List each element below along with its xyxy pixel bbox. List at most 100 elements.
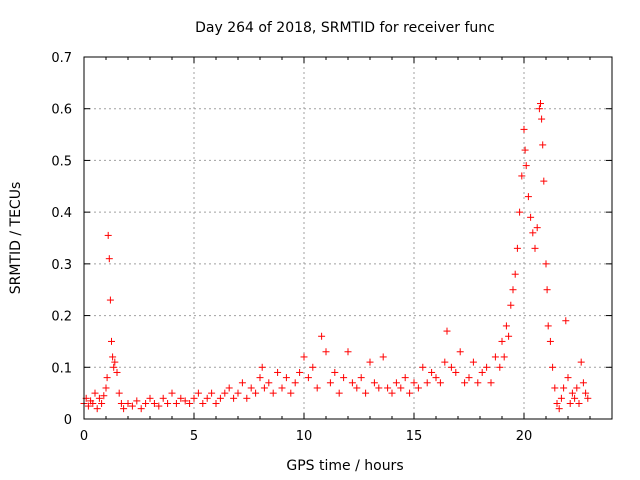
data-point bbox=[199, 399, 207, 407]
data-point bbox=[582, 389, 590, 397]
data-point bbox=[278, 384, 286, 392]
data-point bbox=[208, 389, 216, 397]
x-tick-label: 0 bbox=[80, 429, 88, 444]
data-point bbox=[194, 389, 202, 397]
data-point bbox=[443, 327, 451, 335]
data-point bbox=[447, 363, 455, 371]
data-point bbox=[549, 363, 557, 371]
y-tick-label: 0.6 bbox=[51, 103, 72, 118]
x-axis-title: GPS time / hours bbox=[286, 458, 403, 474]
data-point bbox=[313, 384, 321, 392]
data-point bbox=[234, 389, 242, 397]
data-point bbox=[243, 394, 251, 402]
data-point bbox=[575, 399, 583, 407]
data-point bbox=[274, 368, 282, 376]
data-point bbox=[212, 399, 220, 407]
data-point bbox=[406, 389, 414, 397]
data-point bbox=[557, 394, 565, 402]
data-point bbox=[546, 337, 554, 345]
data-point bbox=[507, 301, 515, 309]
data-point bbox=[436, 379, 444, 387]
data-point bbox=[513, 244, 521, 252]
data-point bbox=[256, 374, 264, 382]
data-point bbox=[102, 384, 110, 392]
y-tick-label: 0.5 bbox=[51, 154, 72, 169]
data-point bbox=[357, 374, 365, 382]
data-point bbox=[304, 374, 312, 382]
data-point bbox=[108, 337, 115, 345]
data-point bbox=[258, 363, 266, 371]
data-point bbox=[353, 384, 361, 392]
data-point bbox=[397, 384, 405, 392]
data-point bbox=[577, 358, 585, 366]
data-point bbox=[551, 384, 559, 392]
data-point bbox=[137, 405, 145, 413]
data-point bbox=[474, 379, 482, 387]
data-point bbox=[216, 394, 224, 402]
data-point bbox=[461, 379, 469, 387]
data-point bbox=[500, 353, 508, 361]
data-point bbox=[516, 208, 524, 216]
data-point bbox=[113, 368, 121, 376]
data-point bbox=[260, 384, 268, 392]
data-point bbox=[168, 389, 176, 397]
data-point bbox=[419, 363, 427, 371]
data-point bbox=[247, 384, 255, 392]
data-point bbox=[414, 384, 422, 392]
data-point bbox=[190, 394, 198, 402]
data-point bbox=[282, 374, 290, 382]
data-point bbox=[522, 162, 530, 170]
data-point bbox=[401, 374, 409, 382]
data-point bbox=[571, 394, 579, 402]
y-tick-labels: 0 0.1 0.2 0.3 0.4 0.5 0.6 0.7 bbox=[51, 51, 72, 428]
data-point bbox=[533, 224, 541, 232]
data-point bbox=[117, 399, 125, 407]
data-point bbox=[115, 389, 123, 397]
data-point bbox=[392, 379, 400, 387]
data-point bbox=[230, 394, 238, 402]
data-point bbox=[529, 229, 537, 237]
data-point bbox=[555, 405, 563, 413]
grid-lines bbox=[84, 57, 612, 419]
data-point bbox=[432, 374, 440, 382]
data-point bbox=[542, 260, 550, 268]
data-point bbox=[322, 348, 330, 356]
data-point bbox=[221, 389, 229, 397]
data-point bbox=[527, 213, 535, 221]
data-point bbox=[370, 379, 378, 387]
data-point bbox=[109, 353, 117, 361]
y-tick-label: 0 bbox=[64, 413, 72, 428]
data-point bbox=[155, 402, 163, 410]
data-point bbox=[553, 399, 561, 407]
data-point bbox=[120, 405, 128, 413]
data-point bbox=[89, 399, 97, 407]
data-point bbox=[423, 379, 431, 387]
data-point bbox=[95, 394, 103, 402]
data-point bbox=[539, 141, 547, 149]
data-point bbox=[428, 368, 436, 376]
data-point bbox=[366, 358, 374, 366]
data-point bbox=[142, 399, 150, 407]
data-point bbox=[335, 389, 343, 397]
data-point bbox=[326, 379, 334, 387]
data-point bbox=[296, 368, 304, 376]
data-point bbox=[91, 389, 99, 397]
data-point bbox=[105, 255, 113, 263]
data-point bbox=[98, 399, 106, 407]
data-point bbox=[309, 363, 317, 371]
data-point bbox=[505, 332, 513, 340]
data-point bbox=[100, 392, 108, 400]
data-point bbox=[566, 399, 574, 407]
x-tick-label: 10 bbox=[296, 429, 313, 444]
data-point bbox=[146, 394, 154, 402]
x-tick-label: 5 bbox=[190, 429, 198, 444]
data-point bbox=[159, 394, 167, 402]
y-tick-label: 0.7 bbox=[51, 51, 72, 66]
data-point bbox=[487, 379, 495, 387]
data-point bbox=[318, 332, 326, 340]
data-point bbox=[238, 379, 246, 387]
data-point bbox=[518, 172, 526, 180]
data-point bbox=[164, 399, 172, 407]
data-point bbox=[225, 384, 233, 392]
data-point bbox=[524, 193, 532, 201]
